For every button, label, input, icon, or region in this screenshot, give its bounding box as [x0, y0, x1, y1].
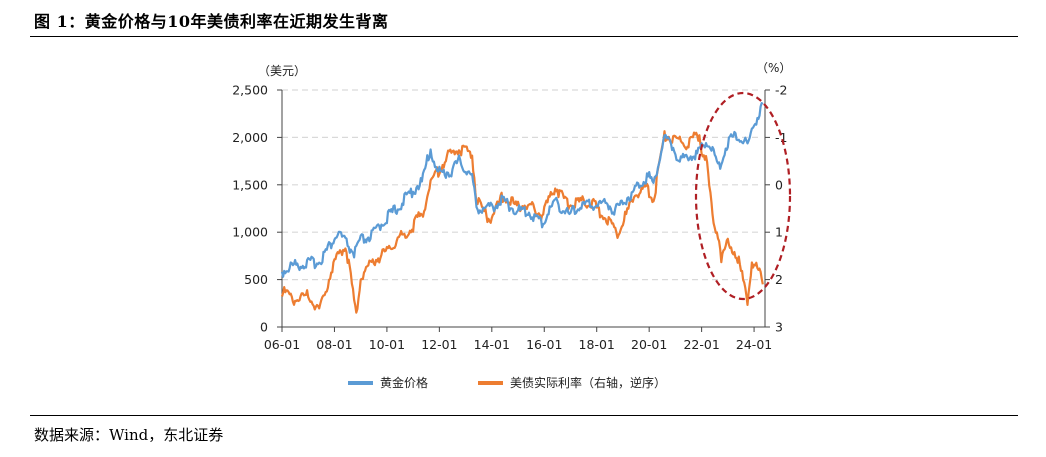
right-tick-label: -1	[775, 130, 787, 145]
divergence-highlight-ellipse	[694, 91, 792, 301]
left-tick-label: 500	[244, 272, 268, 287]
source-note: 数据来源：Wind，东北证券	[34, 426, 224, 444]
left-tick-label: 2,500	[232, 83, 268, 98]
left-tick-label: 0	[260, 320, 268, 335]
grid-lines	[282, 89, 758, 281]
right-tick-label: -2	[775, 83, 787, 98]
legend-label-real-rate: 美债实际利率（右轴，逆序）	[510, 375, 666, 390]
x-tick-label: 06-01	[264, 337, 300, 352]
figure-title: 图 1：黄金价格与10年美债利率在近期发生背离	[34, 12, 389, 31]
right-tick-label: 1	[775, 225, 783, 240]
x-tick-label: 16-01	[526, 337, 562, 352]
axes: 0 500 1,000 1,500 2,000 2,500 -2 -1 0 1 2 3 06-01 08-…	[232, 83, 787, 353]
x-tick-label: 24-01	[736, 337, 772, 352]
right-tick-label: 2	[775, 272, 783, 287]
x-tick-label: 14-01	[474, 337, 510, 352]
x-tick-label: 20-01	[631, 337, 667, 352]
bottom-rule	[30, 415, 1018, 416]
left-tick-label: 2,000	[232, 130, 268, 145]
left-axis-unit: （美元）	[258, 64, 306, 78]
top-rule	[30, 36, 1018, 37]
x-tick-label: 22-01	[683, 337, 719, 352]
gold-price-line	[280, 101, 764, 278]
series-lines	[280, 101, 764, 314]
x-tick-label: 10-01	[369, 337, 405, 352]
legend: 黄金价格 美债实际利率（右轴，逆序）	[348, 375, 666, 390]
left-tick-label: 1,000	[232, 225, 268, 240]
x-tick-label: 08-01	[316, 337, 352, 352]
left-tick-label: 1,500	[232, 177, 268, 192]
right-axis-unit: （%）	[756, 61, 791, 75]
x-tick-label: 18-01	[579, 337, 615, 352]
right-tick-label: 3	[775, 320, 783, 335]
legend-label-gold: 黄金价格	[380, 375, 428, 390]
real-rate-line	[280, 130, 764, 314]
x-tick-label: 12-01	[421, 337, 457, 352]
right-tick-label: 0	[775, 177, 783, 192]
